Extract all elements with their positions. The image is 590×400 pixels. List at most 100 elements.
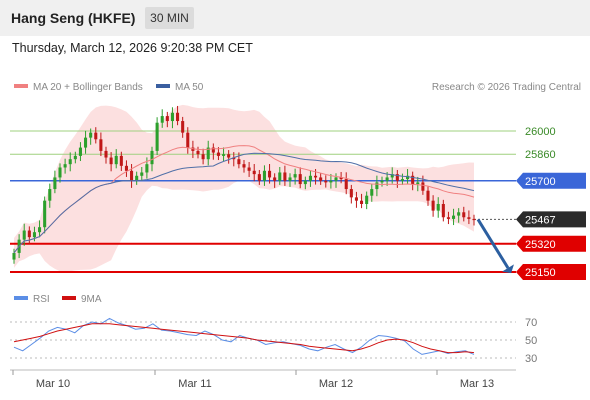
candle-body: [375, 182, 379, 190]
candle-body: [119, 155, 123, 166]
candle-body: [135, 175, 139, 181]
rsi-panel: 70 50 30: [10, 317, 537, 365]
time-label-0: Mar 10: [36, 378, 70, 390]
candle-body: [411, 175, 415, 185]
candle-body: [319, 177, 323, 181]
candle-body: [165, 116, 169, 122]
candle-body: [237, 159, 241, 165]
timeframe-button[interactable]: 30 MIN: [145, 7, 194, 29]
level-label-25860: 25860: [525, 149, 556, 161]
candle-body: [84, 137, 88, 148]
candle-body: [191, 147, 195, 151]
candle-body: [145, 164, 149, 173]
moving-averages: [13, 145, 475, 254]
candle-body: [344, 179, 348, 190]
candle-body: [181, 121, 185, 133]
level-tag-25700: [516, 172, 586, 189]
time-label-2: Mar 12: [319, 378, 353, 390]
candle-body: [140, 172, 144, 176]
candle-body: [278, 172, 282, 181]
candle-body: [216, 152, 220, 156]
rsi-ma-legend-swatch: [62, 296, 76, 300]
level-label-25150: 25150: [525, 267, 556, 279]
chart-header: Hang Seng (HKFE) 30 MIN: [0, 0, 590, 36]
bollinger-band-area: [14, 104, 474, 272]
candle-body: [441, 203, 445, 218]
candle-body: [12, 252, 16, 260]
candle-body: [32, 232, 36, 238]
level-tag-25320: [516, 235, 586, 252]
candle-body: [431, 200, 435, 211]
candle-body: [211, 147, 215, 153]
candle-body: [48, 189, 52, 201]
candle-body: [349, 189, 353, 198]
candle-body: [196, 150, 200, 155]
candle-body: [324, 180, 328, 183]
candle-body: [94, 132, 98, 140]
bollinger-bands: [14, 104, 474, 272]
candle-body: [390, 174, 394, 178]
level-label-25700: 25700: [525, 176, 556, 188]
candle-body: [446, 217, 450, 219]
candle-body: [293, 174, 297, 178]
candle-body: [252, 170, 256, 175]
candle-body: [247, 167, 251, 171]
candle-body: [170, 112, 174, 122]
candle-body: [339, 177, 343, 180]
candle-body: [395, 174, 399, 181]
level-label-26000: 26000: [525, 126, 556, 138]
candle-body: [257, 174, 261, 181]
ma50-line: [13, 152, 475, 254]
candle-body: [78, 147, 82, 156]
candle-body: [303, 180, 307, 185]
rsi-ma-line: [13, 323, 475, 354]
candle-body: [222, 154, 226, 156]
candle-body: [314, 175, 318, 178]
level-tag-25150: [516, 264, 586, 280]
candle-body: [63, 164, 67, 168]
candle-body: [53, 177, 57, 190]
candle-body: [130, 170, 134, 181]
candle-body: [385, 177, 389, 181]
candle-body: [99, 139, 103, 151]
candle-body: [104, 150, 108, 158]
candle-body: [201, 154, 205, 160]
candle-body: [38, 227, 42, 233]
candle-body: [150, 150, 154, 165]
candle-body: [155, 122, 159, 151]
candle-body: [58, 167, 62, 178]
candle-body: [114, 155, 118, 165]
rsi-level-label-50: 50: [525, 335, 537, 347]
time-axis-labels: Mar 10 Mar 11 Mar 12 Mar 13: [12, 370, 494, 390]
candle-body: [380, 180, 384, 183]
candle-body: [262, 170, 266, 181]
candle-body: [354, 197, 358, 201]
candle-body: [360, 200, 364, 204]
candle-body: [452, 215, 456, 219]
candle-body: [124, 165, 128, 171]
candle-body: [329, 180, 333, 183]
forecast-arrow-shaft: [476, 218, 510, 269]
ma50-legend-label: MA 50: [175, 82, 204, 93]
ma50-legend-swatch: [156, 84, 170, 88]
candle-body: [436, 203, 440, 211]
candle-body: [472, 218, 476, 221]
candle-body: [288, 177, 292, 181]
candle-body: [242, 164, 246, 168]
candle-body: [68, 159, 72, 165]
level-tag-25467: [516, 211, 586, 228]
candle-body: [176, 112, 180, 122]
rsi-level-label-30: 30: [525, 353, 537, 365]
candle-body: [227, 154, 231, 158]
candle-body: [232, 157, 236, 160]
copyright-label: Research © 2026 Trading Central: [432, 82, 581, 93]
candle-body: [22, 230, 26, 240]
ma20-legend-label: MA 20 + Bollinger Bands: [33, 82, 143, 93]
candle-body: [298, 174, 302, 185]
candle-body: [160, 116, 164, 123]
candle-body: [462, 212, 466, 218]
forecast-arrow: [476, 218, 514, 274]
candle-body: [334, 177, 338, 181]
candle-body: [426, 190, 430, 201]
